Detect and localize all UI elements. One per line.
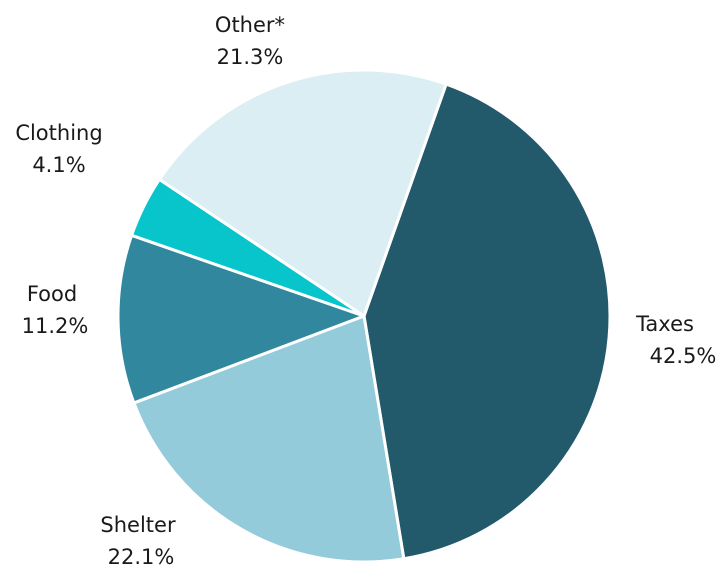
label-other-value: 21.3% — [217, 45, 284, 69]
pie-slice-food — [116, 233, 366, 405]
pie-slice-other — [157, 68, 448, 318]
label-taxes-value: 42.5% — [650, 344, 717, 368]
label-other-name: Other* — [215, 13, 285, 37]
label-clothing-name: Clothing — [15, 121, 102, 145]
label-clothing-value: 4.1% — [32, 153, 85, 177]
pie-slice-taxes — [362, 82, 612, 561]
label-shelter-value: 22.1% — [108, 545, 175, 569]
label-shelter-name: Shelter — [100, 513, 176, 537]
label-food-value: 11.2% — [22, 314, 89, 338]
label-food-name: Food — [27, 282, 77, 306]
label-taxes-name: Taxes — [635, 312, 694, 336]
pie-slices — [116, 68, 612, 564]
